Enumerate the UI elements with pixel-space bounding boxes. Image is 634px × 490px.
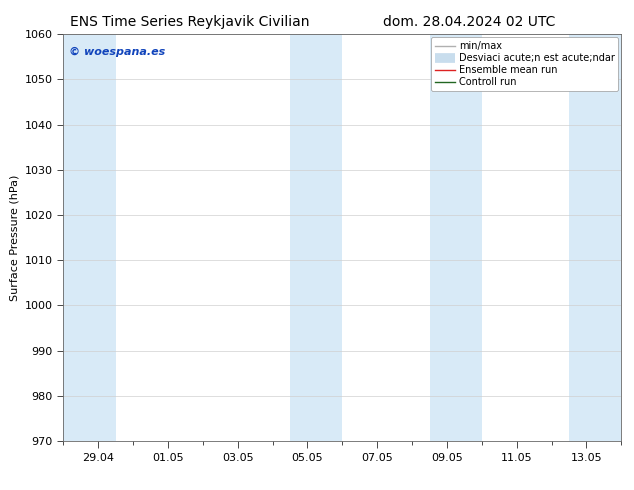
Text: ENS Time Series Reykjavik Civilian: ENS Time Series Reykjavik Civilian [70,15,310,29]
Text: dom. 28.04.2024 02 UTC: dom. 28.04.2024 02 UTC [383,15,555,29]
Text: © woespana.es: © woespana.es [69,47,165,56]
Legend: min/max, Desviaci acute;n est acute;ndar, Ensemble mean run, Controll run: min/max, Desviaci acute;n est acute;ndar… [431,37,618,91]
Bar [63,34,115,441]
Bar [290,34,342,441]
Bar [429,34,482,441]
Bar [569,34,621,441]
Y-axis label: Surface Pressure (hPa): Surface Pressure (hPa) [10,174,19,301]
